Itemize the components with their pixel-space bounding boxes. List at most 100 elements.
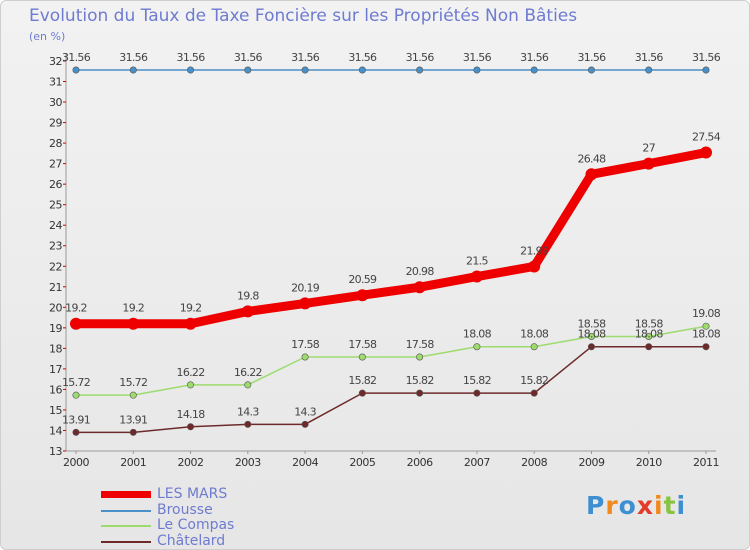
- y-tick-label: 30: [49, 96, 62, 109]
- data-label: 19.2: [122, 302, 144, 315]
- data-label: 14.18: [177, 408, 206, 421]
- data-point: [244, 381, 252, 389]
- data-point: [299, 297, 312, 310]
- y-tick-label: 22: [49, 260, 62, 273]
- data-point: [72, 428, 80, 436]
- data-point: [244, 66, 252, 74]
- chart-title: Evolution du Taux de Taxe Foncière sur l…: [29, 6, 578, 26]
- data-point: [358, 389, 366, 397]
- data-label: 15.82: [463, 374, 491, 387]
- y-tick-label: 26: [49, 178, 62, 191]
- data-label: 19.8: [237, 289, 259, 302]
- data-label: 31.56: [177, 51, 206, 64]
- logo-letter: x: [636, 491, 654, 520]
- data-label: 18.08: [577, 328, 606, 341]
- data-label: 16.22: [177, 366, 205, 379]
- data-label: 21.5: [466, 255, 488, 268]
- data-label: 18.58: [577, 317, 606, 330]
- data-label: 31.56: [348, 51, 377, 64]
- data-label: 14.3: [237, 405, 259, 418]
- data-label: 19.08: [692, 307, 721, 320]
- logo-letter: t: [663, 491, 677, 520]
- data-label: 15.72: [119, 376, 147, 389]
- y-tick-label: 17: [49, 363, 62, 376]
- data-label: 15.82: [406, 374, 434, 387]
- data-point: [129, 428, 137, 436]
- data-point: [301, 420, 309, 428]
- data-point: [187, 381, 195, 389]
- data-label: 31.56: [406, 51, 435, 64]
- x-tick-label: 2007: [464, 456, 490, 469]
- data-label: 18.08: [463, 328, 492, 341]
- data-point: [358, 353, 366, 361]
- data-point: [413, 281, 426, 294]
- y-tick-label: 18: [49, 342, 62, 355]
- legend-label: LES MARS: [157, 486, 228, 502]
- logo-letter: i: [654, 491, 664, 520]
- data-point: [473, 343, 481, 351]
- series-line-le-compas: [75, 325, 707, 396]
- data-label: 21.99: [520, 244, 549, 257]
- y-tick-label: 28: [49, 137, 62, 150]
- data-label: 27: [642, 142, 655, 155]
- data-point: [702, 66, 710, 74]
- data-point: [585, 168, 598, 181]
- data-label: 15.72: [62, 376, 90, 389]
- data-point: [473, 389, 481, 397]
- y-tick-label: 29: [49, 117, 62, 130]
- y-tick-label: 32: [49, 55, 62, 68]
- logo-letter: r: [605, 491, 619, 520]
- data-point: [356, 289, 369, 302]
- data-point: [645, 66, 653, 74]
- data-label: 31.56: [692, 51, 721, 64]
- data-point: [530, 343, 538, 351]
- x-tick-label: 2009: [578, 456, 604, 469]
- x-tick-label: 2004: [292, 456, 318, 469]
- x-tick-label: 2008: [521, 456, 547, 469]
- legend-swatch: [101, 525, 151, 527]
- data-label: 17.58: [406, 338, 435, 351]
- data-point: [244, 420, 252, 428]
- data-point: [129, 66, 137, 74]
- series-line-ch-telard: [75, 345, 707, 434]
- x-tick-label: 2002: [178, 456, 204, 469]
- data-label: 18.08: [520, 328, 549, 341]
- data-point: [700, 146, 712, 159]
- data-label: 16.22: [234, 366, 262, 379]
- data-point: [587, 343, 595, 351]
- data-point: [642, 157, 655, 170]
- data-label: 27.54: [692, 131, 721, 144]
- data-point: [187, 423, 195, 431]
- data-label: 31.56: [291, 51, 320, 64]
- data-label: 14.3: [294, 405, 316, 418]
- data-point: [645, 332, 653, 340]
- data-label: 31.56: [463, 51, 492, 64]
- legend-label: Châtelard: [157, 533, 226, 549]
- data-point: [358, 66, 366, 74]
- y-tick-label: 20: [49, 301, 62, 314]
- data-point: [241, 305, 254, 318]
- logo-letter: i: [676, 491, 687, 520]
- data-label: 31.56: [577, 51, 606, 64]
- logo-letter: o: [618, 491, 637, 520]
- series-line-les-mars: [71, 148, 711, 329]
- data-point: [645, 343, 653, 351]
- legend-swatch: [101, 541, 151, 543]
- data-point: [187, 66, 195, 74]
- y-tick-label: 23: [49, 240, 62, 253]
- data-label: 17.58: [348, 338, 377, 351]
- y-tick-label: 16: [49, 383, 62, 396]
- data-point: [528, 260, 541, 273]
- data-label: 31.56: [520, 51, 549, 64]
- data-point: [301, 353, 309, 361]
- data-point: [301, 66, 309, 74]
- data-label: 15.82: [348, 374, 376, 387]
- legend-label: Brousse: [157, 502, 213, 518]
- data-point: [470, 270, 483, 283]
- data-point: [702, 322, 710, 330]
- legend-swatch: [101, 510, 151, 512]
- y-tick-label: 14: [49, 424, 62, 437]
- y-tick-label: 27: [49, 158, 62, 171]
- data-point: [473, 66, 481, 74]
